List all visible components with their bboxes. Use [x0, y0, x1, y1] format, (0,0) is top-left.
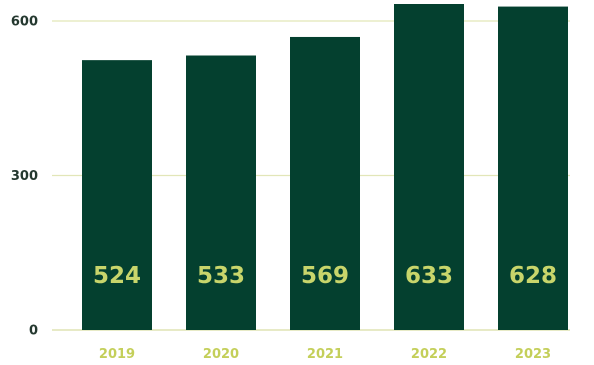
- data-label-2021: 569: [301, 263, 349, 289]
- bar-2020: [186, 55, 256, 330]
- x-tick-label-2020: 2020: [203, 347, 239, 362]
- y-tick-label: 0: [29, 324, 38, 339]
- data-label-2022: 633: [405, 263, 453, 289]
- bar-2019: [82, 60, 152, 330]
- data-label-2023: 628: [509, 263, 557, 289]
- bar-2021: [290, 36, 360, 330]
- x-tick-label-2022: 2022: [411, 347, 447, 362]
- x-axis: 2019 2020 2021 2022 2023: [99, 347, 551, 362]
- data-label-2020: 533: [197, 263, 245, 289]
- y-tick-label: 600: [11, 14, 38, 29]
- data-labels: 524 533 569 633 628: [93, 263, 557, 289]
- x-tick-label-2019: 2019: [99, 347, 135, 362]
- x-tick-label-2023: 2023: [515, 347, 551, 362]
- x-tick-label-2021: 2021: [307, 347, 343, 362]
- bars: [82, 4, 568, 330]
- y-tick-label: 300: [11, 169, 38, 184]
- data-label-2019: 524: [93, 263, 141, 289]
- bar-2022: [394, 4, 464, 330]
- bar-2023: [498, 6, 568, 330]
- y-axis: 0 300 600: [11, 14, 38, 338]
